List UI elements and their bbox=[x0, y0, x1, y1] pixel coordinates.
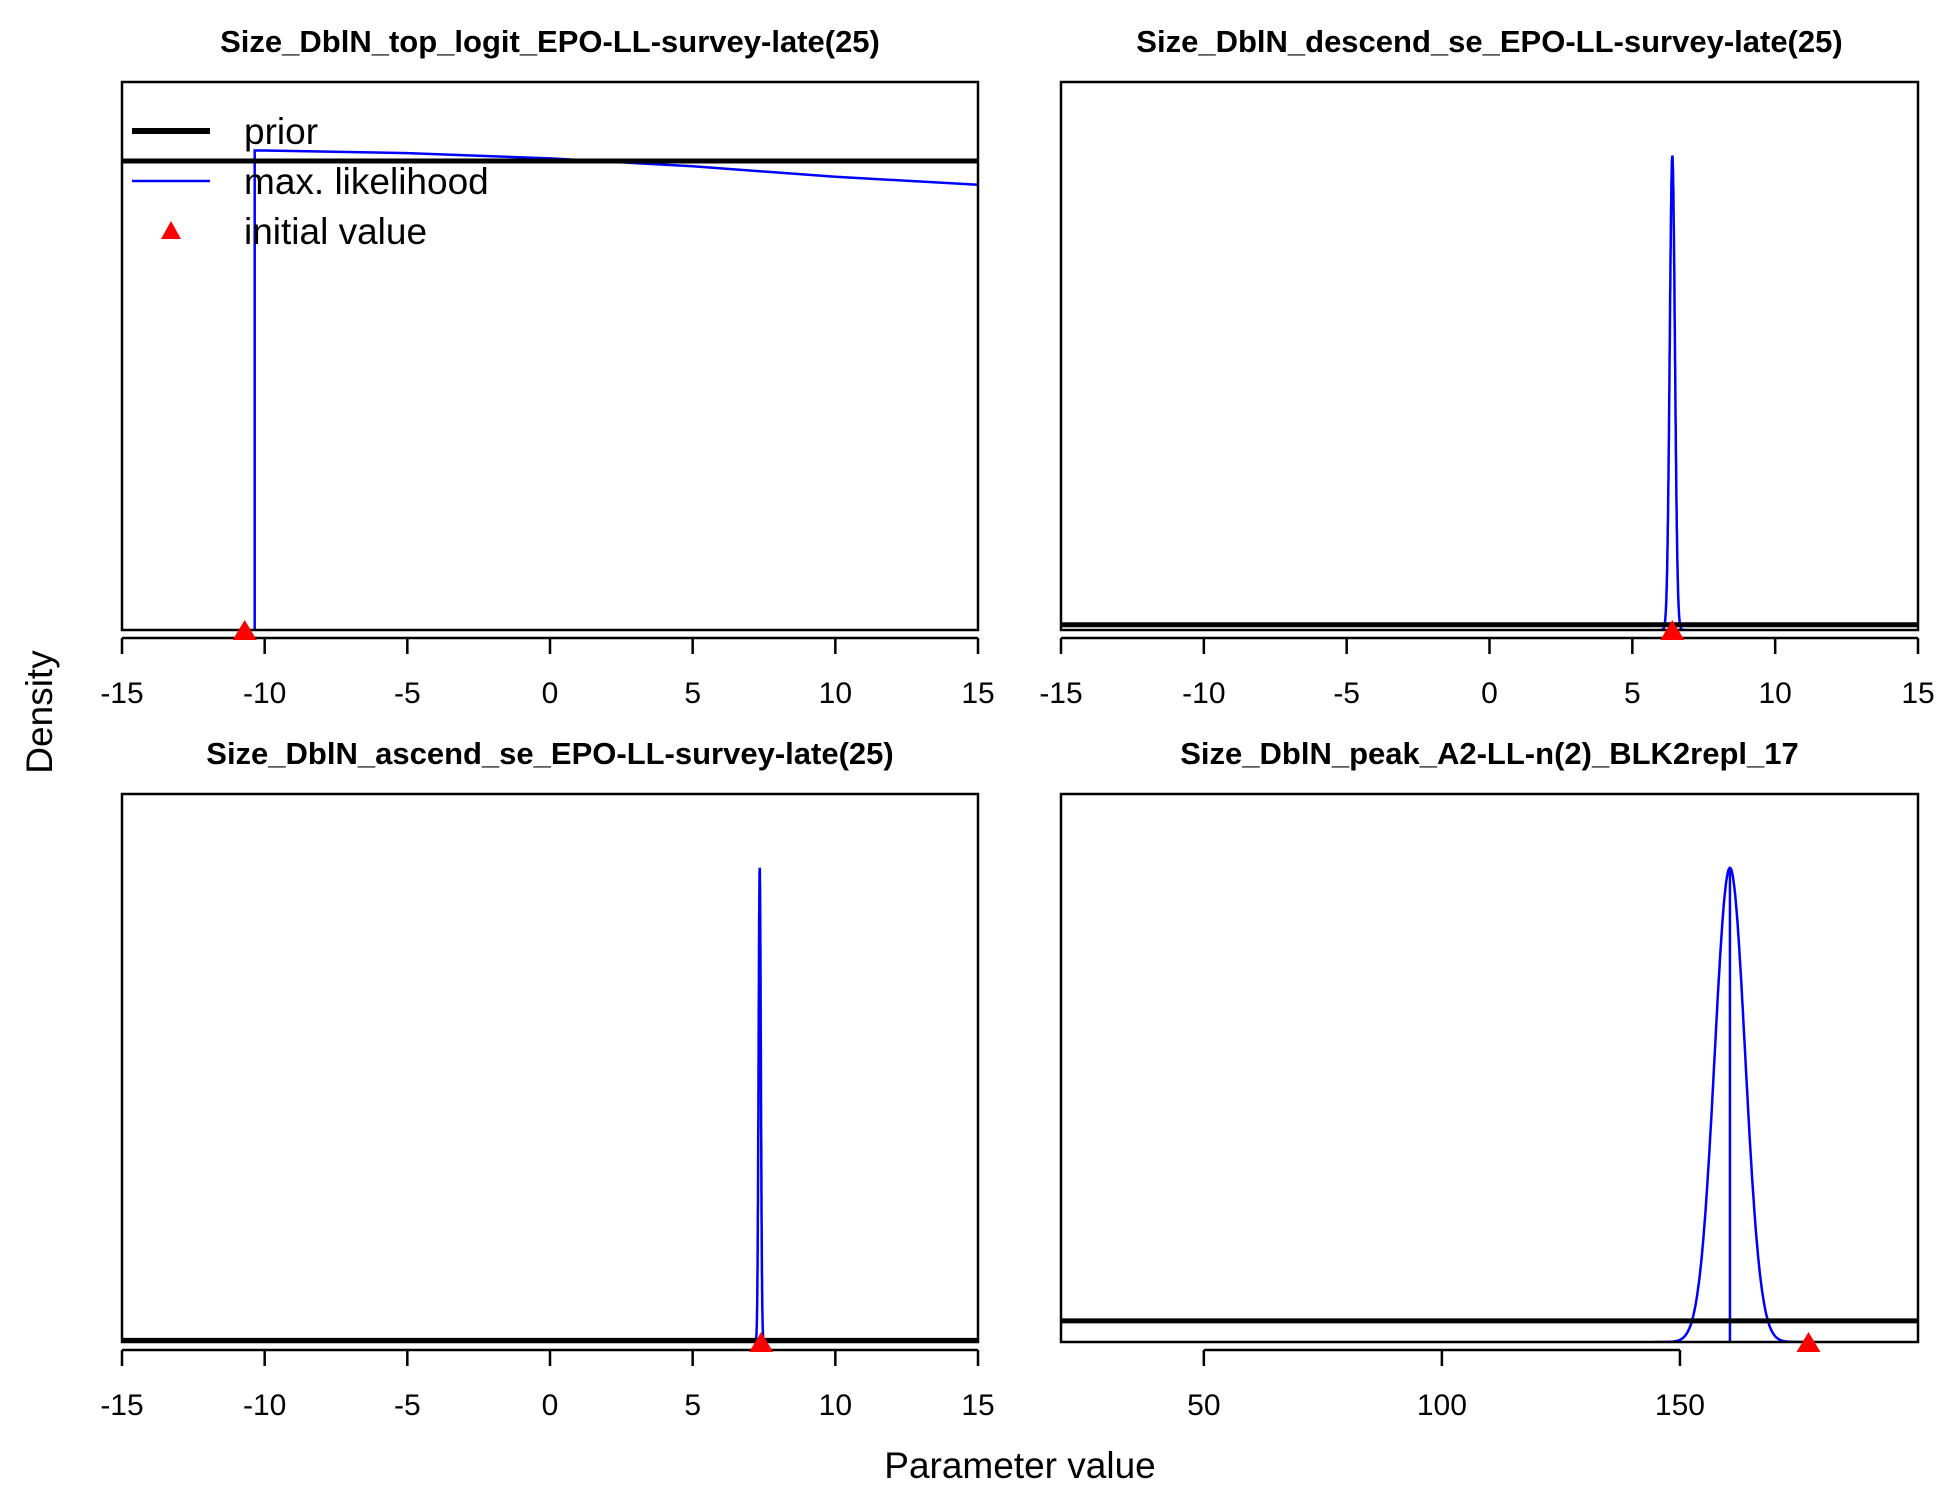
plot-area bbox=[1061, 866, 1918, 1342]
panel-2: Size_DblN_descend_se_EPO-LL-survey-late(… bbox=[1039, 24, 1934, 710]
x-tick-label: 100 bbox=[1417, 1389, 1467, 1422]
legend-label: initial value bbox=[244, 211, 427, 252]
x-tick-label: 0 bbox=[1481, 677, 1498, 710]
x-tick-label: -15 bbox=[100, 677, 143, 710]
initial-value-marker bbox=[1796, 1332, 1821, 1352]
legend-label: max. likelihood bbox=[244, 161, 489, 202]
initial-value-marker bbox=[749, 1332, 774, 1352]
initial-value-marker bbox=[232, 620, 257, 640]
x-tick-label: 5 bbox=[684, 1389, 701, 1422]
x-axis: 50 100 150 bbox=[1187, 1348, 1705, 1422]
plot-area bbox=[122, 867, 978, 1342]
legend-swatch-initial bbox=[161, 221, 181, 239]
x-tick-label: 10 bbox=[819, 1389, 852, 1422]
x-tick-label: -15 bbox=[100, 1389, 143, 1422]
x-tick-label: -10 bbox=[1182, 677, 1225, 710]
x-axis-title: Parameter value bbox=[884, 1445, 1155, 1486]
x-tick-label: 0 bbox=[542, 1389, 559, 1422]
panel-3: Size_DblN_ascend_se_EPO-LL-survey-late(2… bbox=[100, 736, 994, 1422]
plot-frame bbox=[1059, 80, 1920, 632]
panel-1: Size_DblN_top_logit_EPO-LL-survey-late(2… bbox=[100, 24, 994, 710]
mle-curve bbox=[1659, 155, 1686, 630]
x-tick-label: 15 bbox=[961, 677, 994, 710]
y-axis-title: Density bbox=[19, 650, 60, 774]
panel-title: Size_DblN_descend_se_EPO-LL-survey-late(… bbox=[1136, 24, 1842, 59]
legend: prior max. likelihood initial value bbox=[132, 111, 489, 252]
x-tick-label: -5 bbox=[394, 1389, 421, 1422]
plot-frame bbox=[1059, 792, 1920, 1344]
plot-frame bbox=[120, 792, 980, 1344]
plot-frame bbox=[120, 80, 980, 632]
x-tick-label: 0 bbox=[542, 677, 559, 710]
initial-value-marker bbox=[1660, 620, 1685, 640]
x-tick-label: 10 bbox=[1758, 677, 1791, 710]
x-tick-label: -10 bbox=[243, 1389, 286, 1422]
mle-curve bbox=[253, 149, 978, 630]
x-tick-label: -10 bbox=[243, 677, 286, 710]
x-tick-label: 5 bbox=[684, 677, 701, 710]
x-axis: -15 -10 -5 0 5 10 15 bbox=[100, 636, 995, 710]
x-tick-label: 50 bbox=[1187, 1389, 1220, 1422]
x-tick-label: 5 bbox=[1624, 677, 1641, 710]
x-tick-label: 10 bbox=[819, 677, 852, 710]
panel-4: Size_DblN_peak_A2-LL-n(2)_BLK2repl_17 50 1… bbox=[1059, 736, 1920, 1422]
x-axis: -15 -10 -5 0 5 10 15 bbox=[100, 1348, 995, 1422]
panels: Size_DblN_top_logit_EPO-LL-survey-late(2… bbox=[100, 24, 1934, 1422]
plot-area bbox=[122, 149, 978, 630]
x-tick-label: -5 bbox=[1333, 677, 1360, 710]
legend-label: prior bbox=[244, 111, 318, 152]
panel-title: Size_DblN_peak_A2-LL-n(2)_BLK2repl_17 bbox=[1180, 736, 1798, 771]
panel-title: Size_DblN_ascend_se_EPO-LL-survey-late(2… bbox=[206, 736, 893, 771]
plot-area bbox=[1061, 155, 1918, 630]
x-tick-label: -5 bbox=[394, 677, 421, 710]
x-axis: -15 -10 -5 0 5 10 15 bbox=[1039, 636, 1935, 710]
x-tick-label: 15 bbox=[961, 1389, 994, 1422]
x-tick-label: 15 bbox=[1901, 677, 1934, 710]
mle-curve bbox=[753, 867, 766, 1342]
panel-title: Size_DblN_top_logit_EPO-LL-survey-late(2… bbox=[220, 24, 880, 59]
x-tick-label: -15 bbox=[1039, 677, 1082, 710]
x-tick-label: 150 bbox=[1655, 1389, 1705, 1422]
